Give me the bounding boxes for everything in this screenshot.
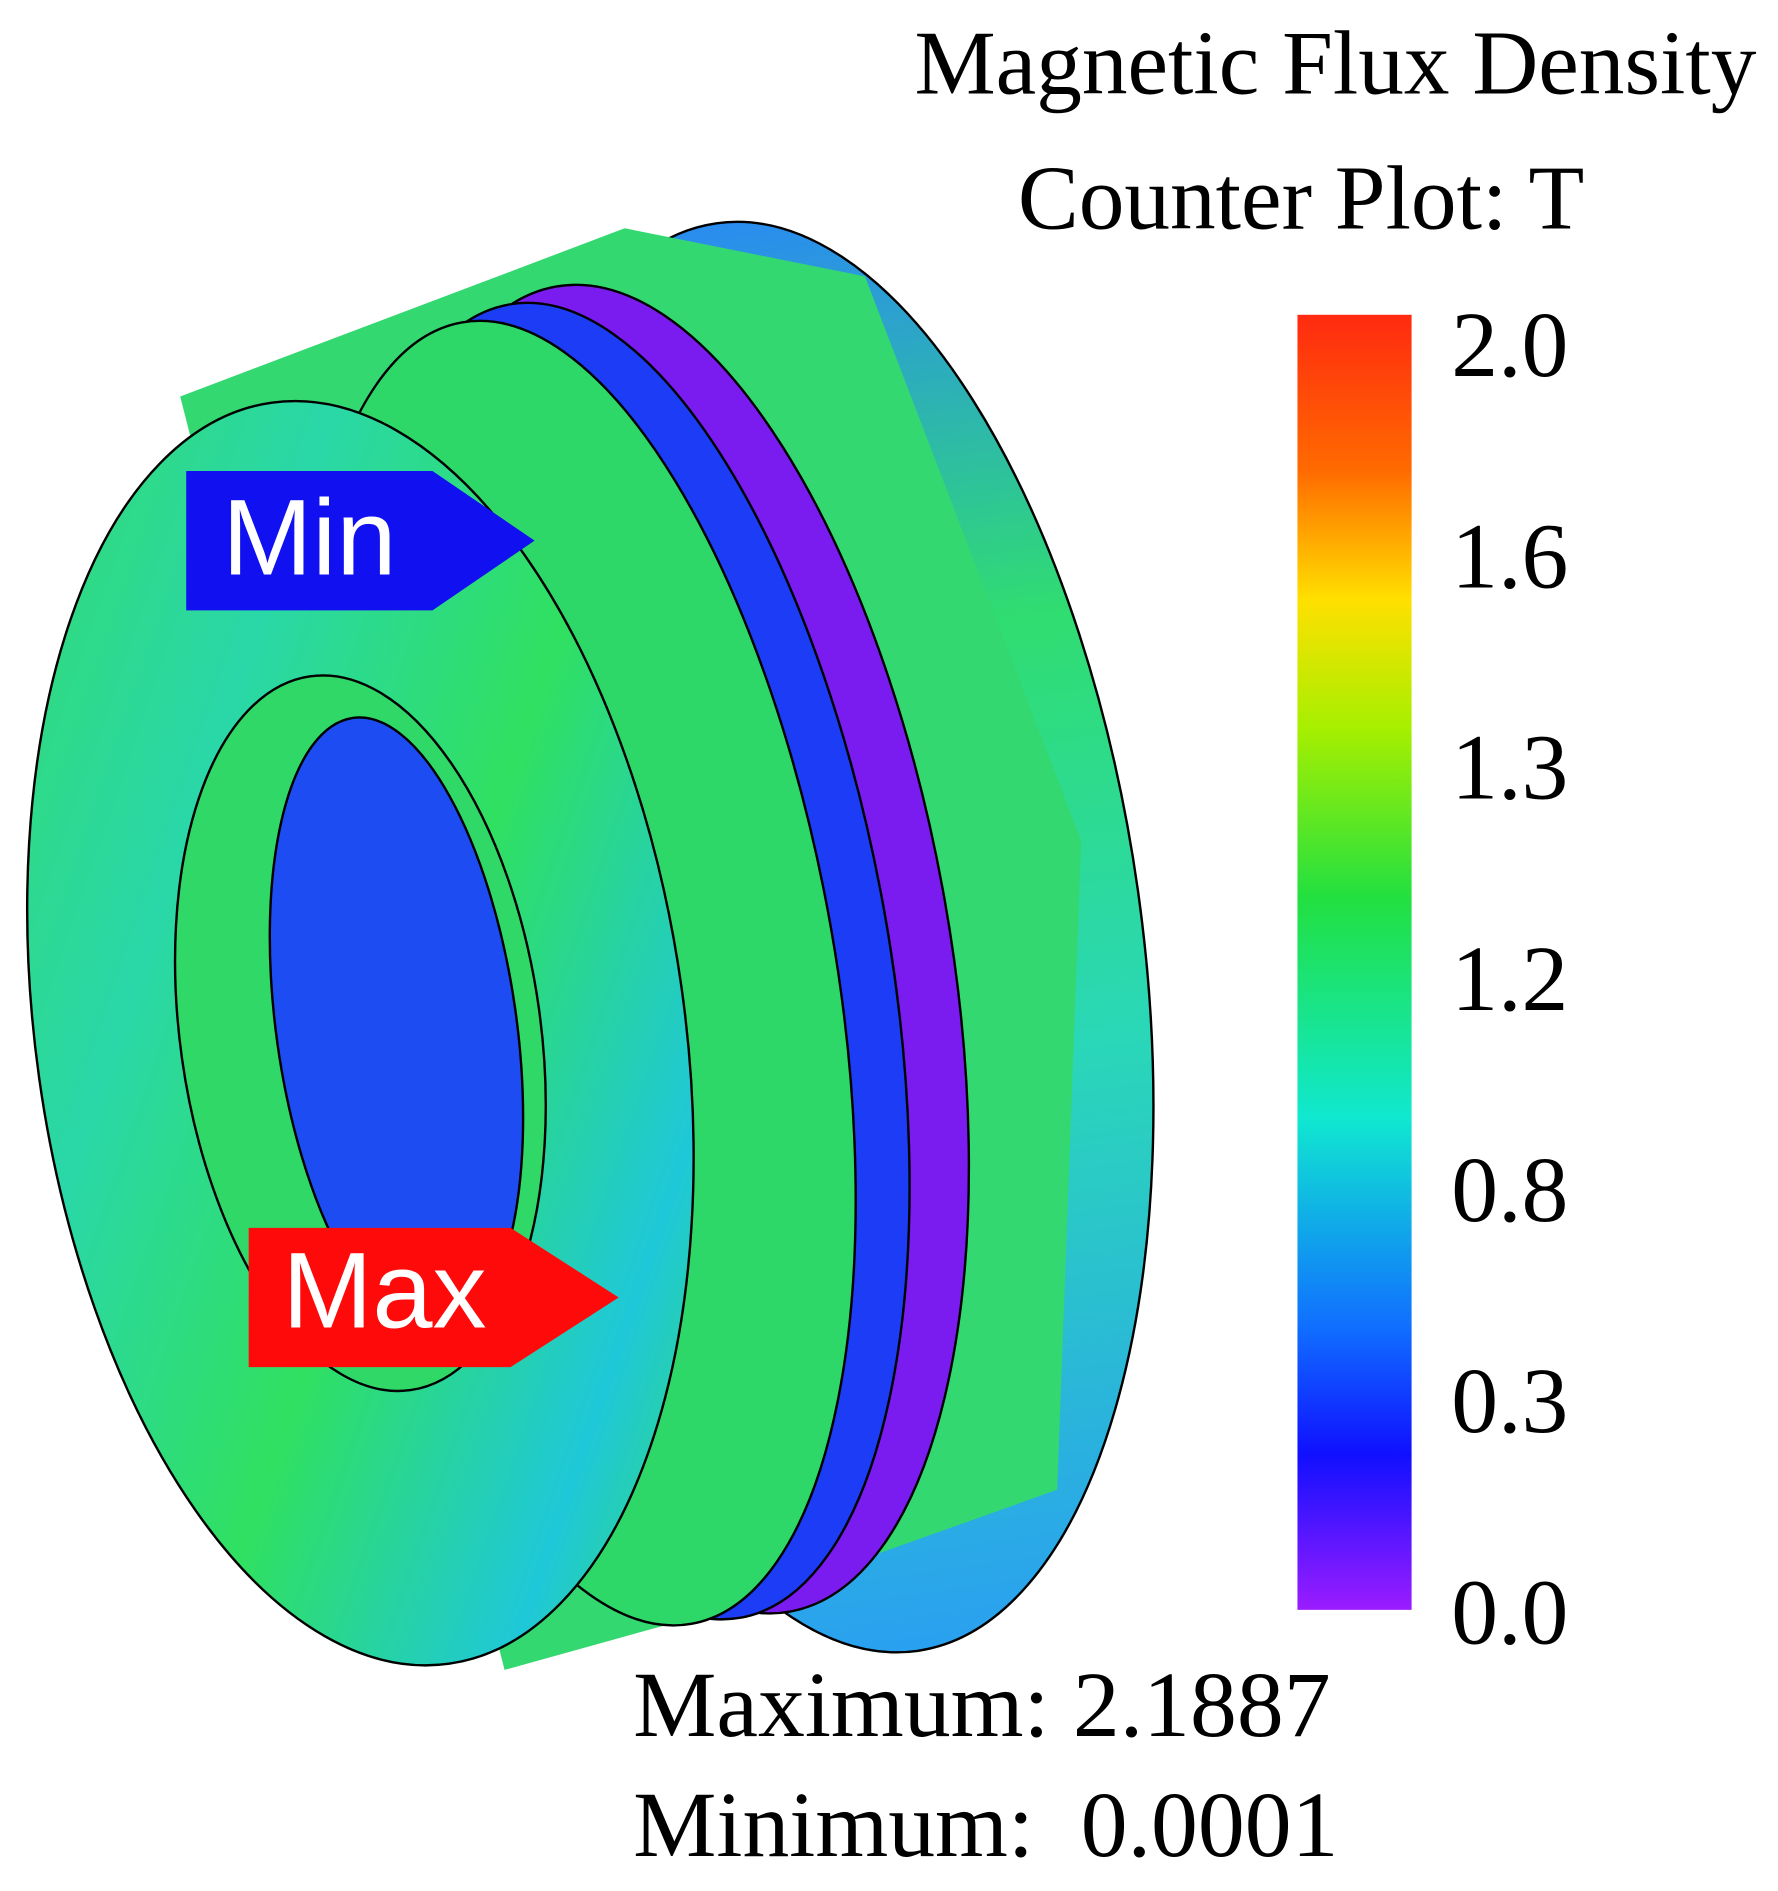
title-line: Counter Plot: T	[1018, 147, 1584, 248]
colorbar-label: 1.3	[1451, 717, 1568, 820]
maximum-text: Maximum: 2.1887	[633, 1654, 1330, 1757]
colorbar	[1297, 314, 1412, 1610]
colorbar-label: 0.0	[1451, 1561, 1568, 1664]
min-marker	[186, 470, 535, 611]
colorbar-label: 1.6	[1451, 505, 1568, 608]
min-label: Min	[222, 476, 396, 597]
colorbar-label: 0.8	[1451, 1139, 1568, 1242]
colorbar-labels: 2.0 1.6 1.3 1.2 0.8 0.3 0.0	[1451, 294, 1568, 1664]
minimum-text: Minimum: 0.0001	[633, 1774, 1338, 1877]
colorbar-label: 1.2	[1451, 928, 1568, 1031]
model	[25, 220, 1155, 1670]
colorbar-label: 2.0	[1451, 294, 1568, 397]
title-line: Magnetic Flux Density	[915, 13, 1757, 114]
colorbar-label: 0.3	[1451, 1350, 1568, 1453]
max-label: Max	[282, 1230, 486, 1351]
max-marker	[248, 1227, 619, 1368]
